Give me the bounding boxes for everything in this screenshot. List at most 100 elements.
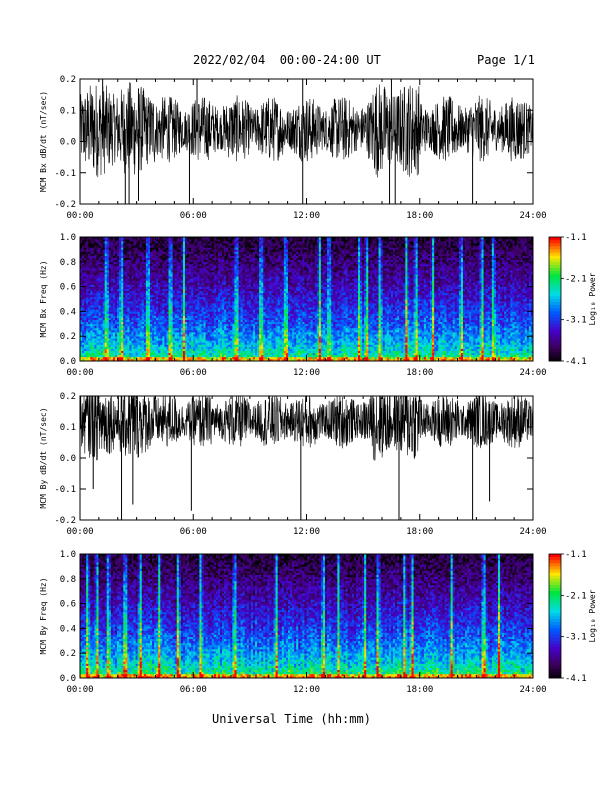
- heat-cell: [117, 330, 119, 332]
- heat-cell: [111, 254, 113, 256]
- heat-cell: [111, 344, 113, 346]
- heat-cell: [109, 239, 111, 241]
- heat-cell: [105, 355, 107, 357]
- heat-cell: [115, 328, 117, 330]
- heat-cell: [88, 274, 90, 276]
- heat-cell: [92, 342, 94, 344]
- heat-cell: [82, 330, 84, 332]
- heat-cell: [84, 320, 86, 322]
- heat-cell: [115, 357, 117, 359]
- heat-cell: [88, 349, 90, 351]
- heat-cell: [94, 330, 96, 332]
- heat-cell: [86, 268, 88, 270]
- heat-cell: [111, 264, 113, 266]
- heat-cell: [115, 254, 117, 256]
- heat-cell: [94, 256, 96, 258]
- heat-cell: [113, 332, 115, 334]
- heat-cell: [96, 324, 98, 326]
- heat-cell: [88, 262, 90, 264]
- heat-cell: [99, 330, 101, 332]
- heat-cell: [107, 313, 109, 315]
- heat-cell: [107, 301, 109, 303]
- heat-cell: [82, 297, 84, 299]
- heat-cell: [117, 342, 119, 344]
- heat-cell: [84, 291, 86, 293]
- heat-cell: [90, 303, 92, 305]
- heat-cell: [117, 340, 119, 342]
- heat-cell: [109, 309, 111, 311]
- heat-cell: [94, 260, 96, 262]
- heat-cell: [82, 243, 84, 245]
- heat-cell: [84, 254, 86, 256]
- heat-cell: [94, 278, 96, 280]
- heat-cell: [90, 249, 92, 251]
- heat-cell: [94, 344, 96, 346]
- heat-cell: [84, 307, 86, 309]
- heat-cell: [103, 342, 105, 344]
- heat-cell: [103, 318, 105, 320]
- heat-cell: [115, 347, 117, 349]
- heat-cell: [101, 282, 103, 284]
- heat-cell: [105, 278, 107, 280]
- heat-cell: [82, 289, 84, 291]
- heat-cell: [96, 260, 98, 262]
- heat-cell: [111, 342, 113, 344]
- heat-cell: [103, 347, 105, 349]
- heat-cell: [84, 313, 86, 315]
- heat-cell: [92, 251, 94, 253]
- heat-cell: [96, 305, 98, 307]
- heat-cell: [103, 262, 105, 264]
- heat-cell: [111, 355, 113, 357]
- heat-cell: [113, 272, 115, 274]
- heat-cell: [82, 355, 84, 357]
- heat-cell: [99, 241, 101, 243]
- heat-cell: [111, 280, 113, 282]
- heat-cell: [92, 268, 94, 270]
- heat-cell: [82, 295, 84, 297]
- heat-cell: [88, 340, 90, 342]
- heat-cell: [88, 305, 90, 307]
- heat-cell: [107, 282, 109, 284]
- heat-cell: [82, 266, 84, 268]
- heat-cell: [101, 330, 103, 332]
- heat-cell: [107, 351, 109, 353]
- heat-cell: [101, 318, 103, 320]
- heat-cell: [90, 291, 92, 293]
- heat-cell: [109, 297, 111, 299]
- heat-cell: [90, 256, 92, 258]
- heat-cell: [111, 320, 113, 322]
- heat-cell: [103, 289, 105, 291]
- heat-cell: [115, 264, 117, 266]
- heat-cell: [86, 280, 88, 282]
- x-tick-label: 24:00: [519, 211, 546, 221]
- heat-cell: [92, 336, 94, 338]
- heat-cell: [105, 349, 107, 351]
- heat-cell: [92, 289, 94, 291]
- heat-cell: [109, 340, 111, 342]
- heat-cell: [92, 241, 94, 243]
- heat-cell: [101, 278, 103, 280]
- heat-cell: [107, 278, 109, 280]
- heat-cell: [105, 353, 107, 355]
- heat-cell: [115, 293, 117, 295]
- heat-cell: [115, 316, 117, 318]
- heat-cell: [107, 338, 109, 340]
- heat-cell: [117, 349, 119, 351]
- heat-cell: [86, 355, 88, 357]
- heat-cell: [94, 285, 96, 287]
- heat-cell: [88, 355, 90, 357]
- heat-cell: [107, 340, 109, 342]
- heat-cell: [94, 249, 96, 251]
- heat-cell: [107, 355, 109, 357]
- heat-cell: [101, 336, 103, 338]
- heat-cell: [92, 276, 94, 278]
- heat-cell: [86, 258, 88, 260]
- heat-cell: [86, 303, 88, 305]
- heat-cell: [84, 353, 86, 355]
- heat-cell: [88, 328, 90, 330]
- heat-cell: [92, 247, 94, 249]
- heat-cell: [84, 355, 86, 357]
- heat-cell: [82, 258, 84, 260]
- heat-cell: [113, 326, 115, 328]
- heat-cell: [86, 332, 88, 334]
